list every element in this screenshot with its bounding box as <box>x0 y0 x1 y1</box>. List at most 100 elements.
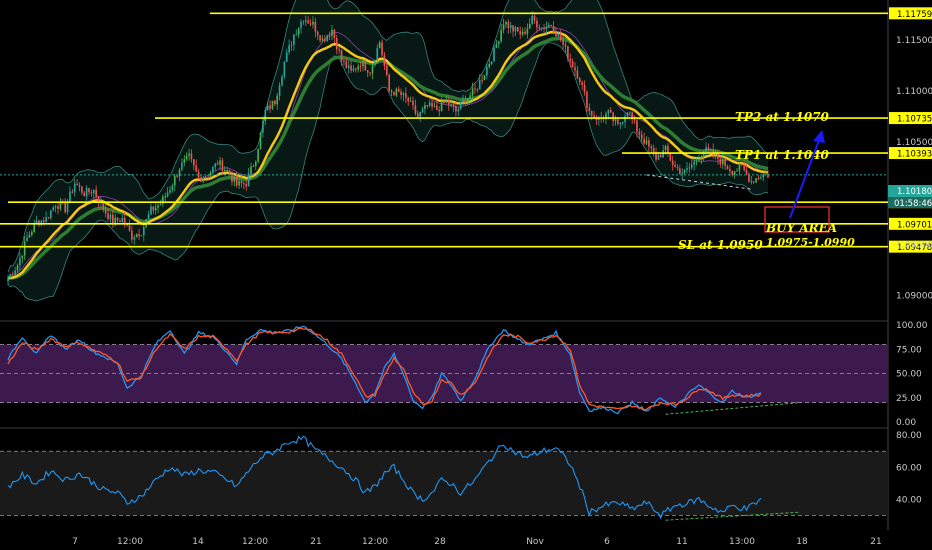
candle-body <box>698 160 700 162</box>
stoch-tick-label: 100.00 <box>896 321 928 331</box>
candle-body <box>142 226 145 236</box>
candle-body <box>614 119 617 122</box>
candle-body <box>54 206 57 208</box>
candle-body <box>123 217 126 225</box>
candle-body <box>507 21 510 28</box>
candle-body <box>612 112 614 122</box>
candle-body <box>717 153 719 160</box>
candle-body <box>40 220 43 226</box>
candle-body <box>514 27 517 32</box>
candle-body <box>497 41 500 45</box>
candle-body <box>581 82 584 85</box>
stoch-tick-label: 25.00 <box>896 394 922 404</box>
candle-body <box>52 207 55 211</box>
candle-body <box>278 85 281 96</box>
candle-body <box>743 164 746 170</box>
bollinger-lower <box>7 42 769 302</box>
candle-body <box>745 169 748 174</box>
candle-body <box>428 102 431 106</box>
candle-body <box>490 61 493 65</box>
candle-body <box>345 61 348 68</box>
candle-body <box>307 20 310 24</box>
candle-body <box>648 140 650 147</box>
candle-body <box>11 274 14 276</box>
candle-body <box>16 265 19 271</box>
sl-label: SL at 1.0950 <box>678 238 763 252</box>
current-price-tag <box>888 185 932 197</box>
candle-body <box>488 64 491 68</box>
candle-body <box>376 48 379 61</box>
candle-body <box>574 67 576 71</box>
level-price-label: 1.11759 <box>897 10 932 20</box>
candle-body <box>162 196 164 205</box>
candle-body <box>481 80 483 82</box>
time-tick-label: 12:00 <box>117 537 143 547</box>
candle-body <box>700 156 703 161</box>
candle-body <box>733 171 736 175</box>
candle-body <box>709 149 712 151</box>
candle-body <box>23 241 26 256</box>
candle-body <box>640 134 643 139</box>
rsi-tick-label: 40.00 <box>896 495 922 505</box>
candle-body <box>667 146 669 154</box>
candle-body <box>721 158 724 165</box>
candle-body <box>121 217 124 223</box>
candle-body <box>705 147 707 152</box>
candle-body <box>550 25 553 27</box>
candle-body <box>314 21 317 32</box>
countdown-tag <box>888 197 932 208</box>
candle-body <box>578 78 581 83</box>
time-tick-label: 21 <box>870 537 881 547</box>
candle-body <box>254 161 257 167</box>
candle-body <box>209 172 212 178</box>
candle-body <box>140 235 143 237</box>
candle-body <box>416 113 419 117</box>
current-price-label: 1.10180 <box>897 187 932 197</box>
candle-body <box>114 217 117 225</box>
candle-body <box>690 164 693 168</box>
candle-body <box>512 25 514 32</box>
candle-body <box>409 100 412 102</box>
candle-body <box>69 191 71 203</box>
candle-body <box>693 161 695 165</box>
candle-body <box>440 100 443 112</box>
candle-body <box>76 183 78 186</box>
rsi-tick-label: 60.00 <box>896 463 922 473</box>
candle-body <box>371 65 374 74</box>
candle-body <box>338 49 340 51</box>
candle-body <box>402 93 405 96</box>
candle-body <box>59 201 62 209</box>
candle-body <box>686 167 688 170</box>
candle-body <box>233 176 236 182</box>
candle-body <box>702 151 705 157</box>
candle-body <box>740 164 743 166</box>
candle-body <box>628 112 631 114</box>
candle-body <box>590 111 593 116</box>
tp2-label: TP2 at 1.1070 <box>735 110 830 124</box>
candle-body <box>71 191 74 193</box>
candle-body <box>26 237 28 242</box>
candle-body <box>185 155 188 160</box>
candle-body <box>195 165 198 172</box>
candle-body <box>214 163 217 167</box>
candle-body <box>619 123 622 125</box>
price-tick-label: 1.09500 <box>896 240 932 250</box>
candle-body <box>133 237 136 240</box>
bollinger-upper <box>7 0 769 273</box>
candle-body <box>281 76 283 86</box>
price-tick-label: 1.11000 <box>896 87 932 97</box>
candle-body <box>300 21 302 29</box>
candle-body <box>288 45 290 53</box>
candle-body <box>378 42 381 49</box>
candle-body <box>483 75 486 81</box>
candle-body <box>252 166 255 168</box>
candle-body <box>466 98 469 104</box>
candle-body <box>33 223 36 233</box>
candle-body <box>521 31 524 35</box>
candle-body <box>626 112 629 117</box>
candle-body <box>85 188 88 197</box>
candle-body <box>433 105 436 107</box>
candle-body <box>362 60 364 67</box>
candle-body <box>154 207 157 211</box>
